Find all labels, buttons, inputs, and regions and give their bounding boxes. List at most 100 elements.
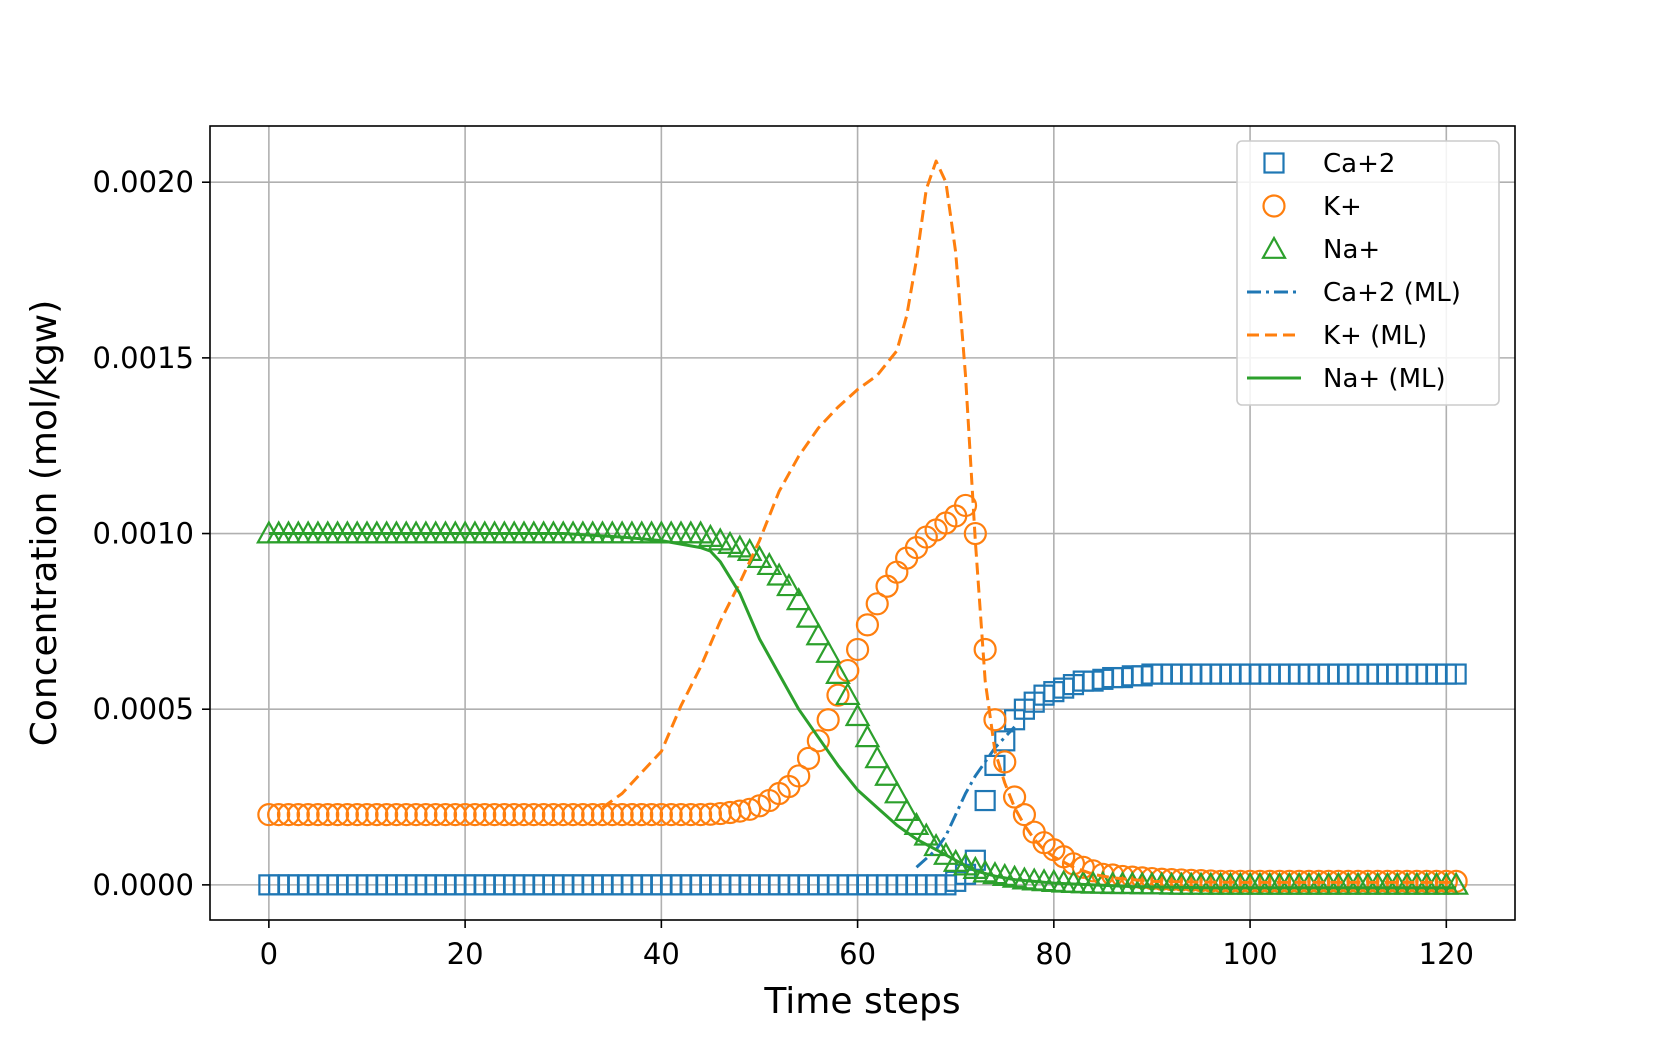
y-tick-label: 0.0000 (93, 868, 194, 902)
legend-label: Ca+2 (1323, 149, 1395, 179)
data-point (805, 622, 832, 646)
data-point (834, 681, 861, 706)
legend-label: Ca+2 (ML) (1323, 278, 1461, 308)
data-point (482, 803, 507, 827)
x-axis-label: Time steps (763, 981, 960, 1022)
x-tick-label: 120 (1419, 937, 1474, 971)
data-point (795, 604, 822, 628)
data-point (424, 803, 448, 827)
data-point (345, 803, 369, 827)
data-point (825, 660, 851, 684)
data-point (453, 803, 477, 827)
y-tick-label: 0.0010 (93, 517, 194, 551)
data-point (276, 803, 301, 827)
data-point (512, 803, 536, 827)
data-point (620, 803, 644, 827)
data-point (815, 639, 842, 663)
y-tick-label: 0.0005 (93, 692, 194, 726)
data-point (600, 803, 624, 827)
data-point (806, 729, 830, 753)
data-point (669, 803, 693, 827)
data-point (974, 789, 996, 812)
x-tick-label: 100 (1222, 937, 1277, 971)
data-point (404, 803, 428, 827)
legend-label: Na+ (ML) (1323, 364, 1446, 394)
data-point (785, 587, 812, 611)
data-point (883, 780, 910, 804)
data-point (855, 613, 880, 637)
series-line (601, 159, 1457, 884)
data-point (865, 592, 889, 616)
data-point (532, 803, 556, 827)
series-k-ml- (601, 159, 1457, 884)
legend-label: K+ (1323, 192, 1362, 222)
data-point (766, 562, 792, 586)
data-point (1002, 785, 1027, 809)
data-point (1130, 866, 1154, 890)
data-point (551, 803, 575, 827)
legend-label: K+ (ML) (1323, 321, 1427, 351)
data-point (639, 803, 664, 827)
data-point (903, 811, 930, 836)
data-point (463, 803, 487, 827)
data-point (473, 803, 497, 827)
x-tick-label: 40 (643, 937, 680, 971)
series-line (915, 725, 1016, 869)
data-point (679, 803, 703, 827)
data-point (394, 803, 418, 827)
data-point (414, 803, 438, 827)
data-point (756, 551, 783, 576)
data-point (492, 803, 516, 827)
data-point (257, 803, 281, 827)
data-point (365, 803, 389, 827)
data-point (738, 797, 762, 821)
data-point (375, 803, 399, 827)
y-axis-label: Concentration (mol/kgw) (24, 300, 65, 747)
data-point (983, 708, 1007, 732)
data-point (854, 724, 881, 748)
y-tick-label: 0.0020 (93, 165, 194, 199)
legend-item: Ca+2 (1263, 149, 1395, 179)
legend-item: K+ (ML) (1247, 321, 1427, 351)
data-point (433, 803, 458, 827)
data-point (796, 746, 821, 770)
legend-marker (1263, 152, 1285, 174)
legend-marker (1261, 235, 1287, 259)
data-point (826, 683, 850, 707)
data-point (698, 802, 723, 826)
data-point (649, 803, 673, 827)
x-tick-label: 60 (839, 937, 876, 971)
data-point (746, 544, 773, 569)
data-point (355, 803, 379, 827)
series-line (268, 532, 1457, 890)
plot-series (256, 159, 1469, 896)
data-point (933, 841, 959, 865)
data-point (689, 803, 713, 827)
x-tick-label: 20 (447, 937, 484, 971)
x-tick-label: 0 (260, 937, 278, 971)
data-point (953, 493, 978, 518)
data-point (776, 572, 802, 597)
legend: Ca+2 K+ Na+ Ca+2 (ML) K+ (ML) Na+ (ML) (1236, 140, 1500, 406)
series-ca-2-ml- (915, 725, 1016, 869)
data-point (590, 803, 615, 827)
data-point (443, 803, 467, 827)
data-point (864, 745, 891, 769)
data-point (384, 803, 409, 827)
data-point (325, 803, 350, 827)
legend-label: Na+ (1323, 235, 1380, 265)
data-point (541, 803, 566, 827)
data-point (286, 803, 310, 827)
data-point (561, 803, 585, 827)
legend-item: Na+ (ML) (1247, 364, 1446, 394)
data-point (893, 797, 920, 821)
data-point (296, 803, 320, 827)
data-point (267, 803, 291, 827)
data-point (844, 702, 871, 727)
axis-ticks: 0 20 40 60 80 100 120 0.0000 0.0005 0.0010 0.0015 0… (93, 165, 1474, 971)
data-point (335, 803, 359, 827)
data-point (963, 521, 987, 546)
data-point (316, 803, 340, 827)
data-point (306, 803, 330, 827)
